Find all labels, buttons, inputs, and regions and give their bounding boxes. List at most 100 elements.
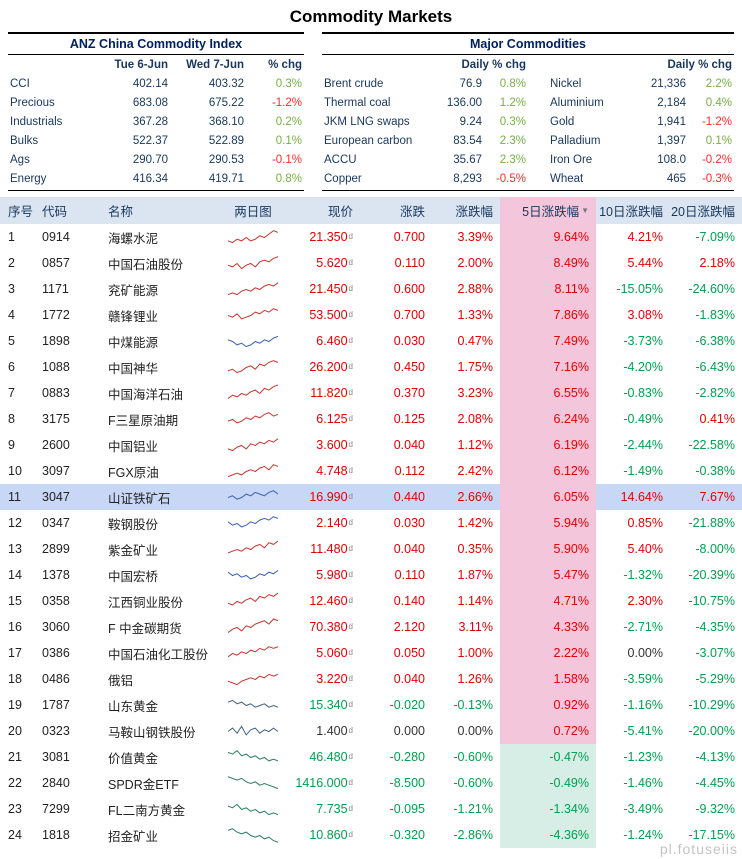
anz-value-day2: 368.10 <box>208 115 244 128</box>
change-5d: 7.86% <box>500 302 596 328</box>
change-5d: 5.47% <box>500 562 596 588</box>
change-10d: -1.46% <box>623 776 663 790</box>
change-20d: -5.29% <box>695 672 735 686</box>
table-row[interactable]: 2 0857 中国石油股份 5.620 d 0.110 2.00% 8.49% 5.44% 2.1… <box>0 250 742 276</box>
price-value: 3.220 <box>316 672 348 686</box>
price: 11.480 d <box>284 536 360 562</box>
table-row[interactable]: 4 1772 赣锋锂业 53.500 d 0.700 1.33% 7.86% 3.08% -1.8… <box>0 302 742 328</box>
price-mark: d <box>348 570 353 579</box>
col-header-2[interactable]: 名称 <box>108 205 134 219</box>
row-index: 10 <box>8 464 22 478</box>
col-header-9[interactable]: 20日涨跌幅 <box>671 205 735 219</box>
table-row[interactable]: 20 0323 马鞍山钢铁股份 1.400 d 0.000 0.00% 0.72% -5.41%… <box>0 718 742 744</box>
major-right-grid: Daily % chg Nickel 21,336 2.2% Aluminium 2,18… <box>548 55 734 188</box>
price-mark: d <box>348 518 353 527</box>
anz-pct-change: 0.1% <box>275 134 302 147</box>
table-row[interactable]: 10 3097 FGX原油 4.748 d 0.112 2.42% 6.12% -1.49% -0… <box>0 458 742 484</box>
table-row[interactable]: 18 0486 俄铝 3.220 d 0.040 1.26% 1.58% -3.59% -5.29… <box>0 666 742 692</box>
price-value: 15.340 <box>309 698 348 712</box>
change-10d: 2.30% <box>627 594 663 608</box>
stock-code: 3175 <box>42 412 70 426</box>
price: 21.350 d <box>284 224 360 250</box>
change-10d: -2.71% <box>623 620 663 634</box>
change-10d: 0.00% <box>627 646 663 660</box>
table-row[interactable]: 21 3081 价值黄金 46.480 d -0.280 -0.60% -0.47% -1.23… <box>0 744 742 770</box>
change-pct: 2.00% <box>457 256 493 270</box>
stock-name: 价值黄金 <box>108 751 159 766</box>
stock-name: 招金矿业 <box>108 829 159 844</box>
table-row[interactable]: 16 3060 F 中金碳期货 70.380 d 2.120 3.11% 4.33% -2.71… <box>0 614 742 640</box>
change: 0.000 <box>393 724 425 738</box>
stock-name: 中国海洋石油 <box>108 387 184 402</box>
table-row[interactable]: 19 1787 山东黄金 15.340 d -0.020 -0.13% 0.92% -1.16%… <box>0 692 742 718</box>
price-value: 1.400 <box>316 724 348 738</box>
table-row[interactable]: 14 1378 中国宏桥 5.980 d 0.110 1.87% 5.47% -1.32% -20… <box>0 562 742 588</box>
price-value: 10.860 <box>309 828 348 842</box>
col-header-3[interactable]: 两日图 <box>234 205 272 219</box>
col-header-1[interactable]: 代码 <box>42 205 68 219</box>
table-row[interactable]: 8 3175 F三星原油期 6.125 d 0.125 2.08% 6.24% -0.49% 0.… <box>0 406 742 432</box>
row-index: 11 <box>0 484 38 510</box>
sparkline-chart <box>222 510 284 536</box>
anz-pct-change: -0.1% <box>271 153 302 166</box>
stock-code: 0358 <box>42 594 70 608</box>
table-row[interactable]: 12 0347 鞍钢股份 2.140 d 0.030 1.42% 5.94% 0.85% -21.… <box>0 510 742 536</box>
price-mark: d <box>348 284 353 293</box>
table-row[interactable]: 3 1171 兖矿能源 21.450 d 0.600 2.88% 8.11% -15.05% -2… <box>0 276 742 302</box>
table-row[interactable]: 23 7299 FL二南方黄金 7.735 d -0.095 -1.21% -1.34% -3.… <box>0 796 742 822</box>
col-header-7[interactable]: 5日涨跌幅 ▼ <box>500 197 596 224</box>
anz-row-label: CCI <box>10 77 30 90</box>
table-row[interactable]: 17 0386 中国石油化工股份 5.060 d 0.050 1.00% 2.22% 0.00%… <box>0 640 742 666</box>
col-header-0[interactable]: 序号 <box>8 205 34 219</box>
change-5d: 6.19% <box>500 432 596 458</box>
sparkline-chart <box>222 718 284 744</box>
stock-code: 0914 <box>42 230 70 244</box>
sparkline-chart <box>222 822 284 848</box>
anz-col-header-blank <box>8 55 94 74</box>
commodity-table-body: 1 0914 海螺水泥 21.350 d 0.700 3.39% 9.64% 4.21% -7.0… <box>0 224 742 848</box>
table-row[interactable]: 24 1818 招金矿业 10.860 d -0.320 -2.86% -4.36% -1.24… <box>0 822 742 848</box>
table-row[interactable]: 1 0914 海螺水泥 21.350 d 0.700 3.39% 9.64% 4.21% -7.0… <box>0 224 742 250</box>
stock-code: 0323 <box>42 724 70 738</box>
change-5d: -0.49% <box>500 770 596 796</box>
anz-col-header-0: Tue 6-Jun <box>114 58 168 71</box>
col-header-4[interactable]: 现价 <box>327 205 353 219</box>
change-pct: 0.35% <box>457 542 493 556</box>
commodity-rank-table: 序号 代码 名称 两日图 现价 涨跌 涨跌幅 5日涨跌幅 ▼ 10日涨跌幅 20日涨跌幅 1 0914… <box>0 197 742 848</box>
change-pct: 3.23% <box>457 386 493 400</box>
change: 2.120 <box>393 620 425 634</box>
sparkline-chart <box>222 302 284 328</box>
change: 0.440 <box>360 484 432 510</box>
col-header-5[interactable]: 涨跌 <box>399 205 425 219</box>
price-mark: d <box>348 310 353 319</box>
change-20d: -9.32% <box>695 802 735 816</box>
table-row[interactable]: 11 3047 山证铁矿石 16.990 d 0.440 2.66% 6.05% 14.64% 7… <box>0 484 742 510</box>
anz-value-day1: 522.37 <box>132 134 168 147</box>
stock-code: 0857 <box>42 256 70 270</box>
col-header-6[interactable]: 涨跌幅 <box>455 205 493 219</box>
row-index: 18 <box>8 672 22 686</box>
stock-code: 2840 <box>42 776 70 790</box>
change-pct: 1.14% <box>457 594 493 608</box>
table-row[interactable]: 9 2600 中国铝业 3.600 d 0.040 1.12% 6.19% -2.44% -22.… <box>0 432 742 458</box>
change: 0.700 <box>393 308 425 322</box>
table-row[interactable]: 6 1088 中国神华 26.200 d 0.450 1.75% 7.16% -4.20% -6.… <box>0 354 742 380</box>
stock-code: 0347 <box>42 516 70 530</box>
price: 5.620 d <box>284 250 360 276</box>
price-mark: d <box>348 648 353 657</box>
price-value: 5.980 <box>316 568 348 582</box>
change: 0.110 <box>394 568 425 582</box>
anz-value-day1: 683.08 <box>132 96 168 109</box>
commodity-label: Wheat <box>550 172 584 185</box>
stock-name: 兖矿能源 <box>108 283 159 298</box>
change-pct: 0.47% <box>457 334 493 348</box>
table-row[interactable]: 13 2899 紫金矿业 11.480 d 0.040 0.35% 5.90% 5.40% -8.… <box>0 536 742 562</box>
col-header-8[interactable]: 10日涨跌幅 <box>599 205 663 219</box>
change-pct: 1.26% <box>457 672 493 686</box>
table-row[interactable]: 15 0358 江西铜业股份 12.460 d 0.140 1.14% 4.71% 2.30% -… <box>0 588 742 614</box>
commodity-label: Palladium <box>550 134 601 147</box>
table-row[interactable]: 22 2840 SPDR金ETF 1416.000 d -8.500 -0.60% -0.49… <box>0 770 742 796</box>
price-mark: d <box>348 804 353 813</box>
table-row[interactable]: 5 1898 中煤能源 6.460 d 0.030 0.47% 7.49% -3.73% -6.3… <box>0 328 742 354</box>
table-row[interactable]: 7 0883 中国海洋石油 11.820 d 0.370 3.23% 6.55% -0.83% -… <box>0 380 742 406</box>
